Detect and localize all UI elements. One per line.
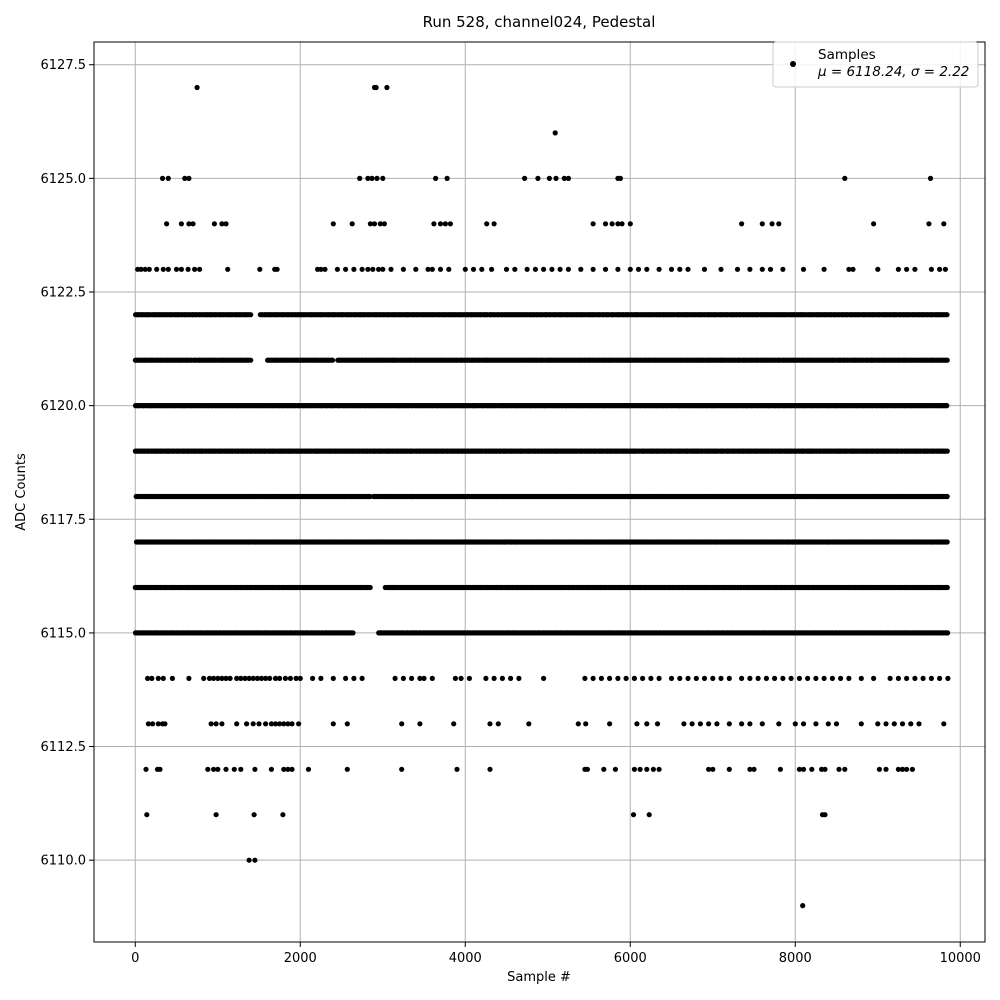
data-point — [945, 630, 951, 636]
data-point — [944, 357, 950, 363]
data-point — [248, 312, 254, 318]
data-point — [944, 539, 950, 545]
data-point — [944, 448, 950, 454]
data-point — [944, 584, 950, 591]
data-point — [944, 403, 950, 409]
data-point — [944, 493, 950, 500]
data-points — [132, 84, 951, 909]
data-point — [248, 357, 254, 363]
data-point — [329, 357, 336, 363]
data-point — [350, 630, 356, 636]
data-point — [367, 584, 373, 591]
chart-title: Run 528, channel024, Pedestal — [423, 13, 656, 31]
